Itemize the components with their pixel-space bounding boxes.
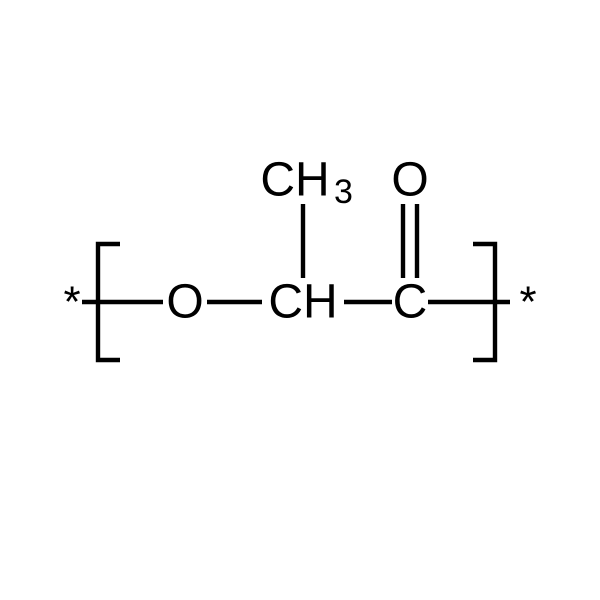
star-right-label: * bbox=[519, 278, 536, 327]
atom-Odbl-label: O bbox=[391, 154, 428, 207]
star-left-label: * bbox=[63, 278, 80, 327]
atom-CH3-sub: 3 bbox=[334, 173, 353, 211]
chemical-structure-diagram: * O CH CH 3 C O * bbox=[0, 0, 600, 600]
atom-CH-label: CH bbox=[268, 276, 337, 329]
atom-O-label: O bbox=[166, 276, 203, 329]
atom-C-label: C bbox=[393, 276, 428, 329]
atom-CH3-label: CH bbox=[260, 154, 329, 207]
